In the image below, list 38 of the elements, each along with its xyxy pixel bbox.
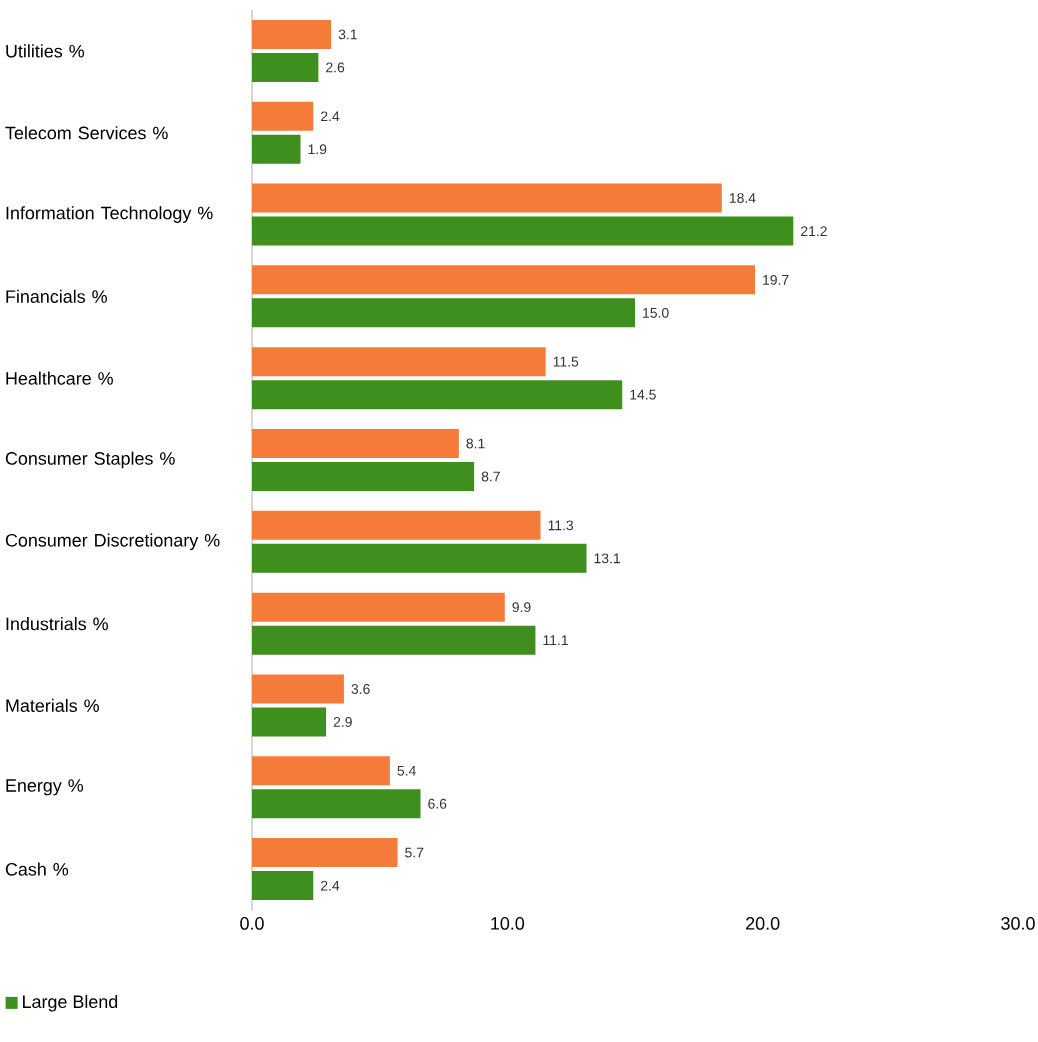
x-tick-label: 30.0 <box>1001 917 1035 930</box>
y-tick-label: Information Technology % <box>6 206 213 223</box>
y-tick-label: Consumer Discretionary % <box>5 533 220 551</box>
bar <box>252 298 635 328</box>
bar <box>252 625 536 655</box>
y-tick-label: Cash % <box>5 862 69 876</box>
bar <box>252 592 505 622</box>
bar <box>252 462 475 492</box>
bar <box>252 216 794 246</box>
bar <box>252 707 327 737</box>
y-tick-label: Financials % <box>6 289 107 303</box>
bar <box>252 52 319 82</box>
bar <box>252 134 301 164</box>
x-tick-label: 0.0 <box>240 917 264 930</box>
bar <box>252 347 546 377</box>
bar <box>252 674 344 704</box>
bar <box>252 543 587 573</box>
y-tick-label: Healthcare % <box>6 371 113 385</box>
bar <box>252 756 390 786</box>
y-tick-label: Industrials % <box>6 617 108 631</box>
bar <box>252 183 722 213</box>
legend-label: Large Blend <box>23 994 118 1012</box>
bar <box>252 265 756 295</box>
bar <box>252 510 541 540</box>
bar <box>252 19 332 49</box>
bar <box>252 789 421 819</box>
bar <box>252 101 314 131</box>
x-tick-label: 20.0 <box>746 917 780 930</box>
bar <box>252 380 623 410</box>
bar <box>252 871 314 901</box>
y-tick-label: Telecom Services % <box>5 126 168 140</box>
bar <box>252 429 459 459</box>
x-tick-label: 10.0 <box>491 917 525 930</box>
y-tick-label: Energy % <box>6 779 84 796</box>
y-tick-label: Utilities % <box>6 44 85 58</box>
y-tick-label: Consumer Staples % <box>5 451 175 469</box>
y-tick-label: Materials % <box>6 698 99 713</box>
bar <box>252 838 398 868</box>
